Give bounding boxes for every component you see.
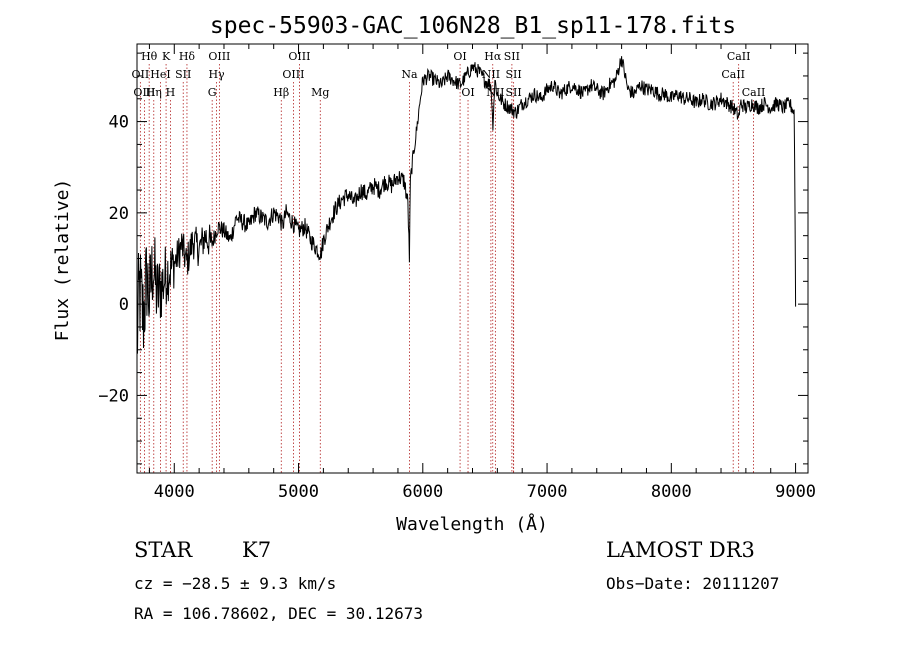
object-subclass: K7 [242,538,272,562]
line-id-label: Hβ [273,86,289,99]
observation-date: Obs−Date: 20111207 [606,574,780,593]
y-axis-label: Flux (relative) [52,179,73,342]
line-id-label: Mg [311,86,329,99]
y-tick-label: −20 [98,386,129,406]
line-id-label: Hθ [141,50,158,63]
x-tick-label: 4000 [154,482,195,502]
redshift-cz: cz = −28.5 ± 9.3 km/s [134,574,337,593]
line-id-label: K [162,50,171,63]
emission-line-markers [139,64,754,473]
line-id-label: OIII [133,86,155,99]
line-id-label: OI [453,50,466,63]
line-id-label: OII [131,68,149,81]
chart-title: spec-55903-GAC_106N28_B1_sp11-178.fits [210,13,736,39]
line-id-label: NII [482,68,500,81]
x-tick-label: 6000 [402,482,443,502]
line-id-label: SII [506,68,522,81]
line-id-label: SII [506,86,522,99]
coordinates: RA = 106.78602, DEC = 30.12673 [134,604,423,623]
line-id-label: OI [461,86,474,99]
line-id-label: OIII [282,68,304,81]
line-id-label: CaII [742,86,766,99]
line-id-label: CaII [727,50,751,63]
line-id-label: OIII [288,50,310,63]
line-id-label: H [166,86,176,99]
line-id-label: Na [401,68,418,81]
line-id-label: HeI [150,68,170,81]
line-id-label: CaII [721,68,745,81]
line-id-label: OIII [208,50,230,63]
y-tick-label: 0 [119,295,129,315]
line-id-label: SII [175,68,191,81]
line-id-label: SII [504,50,520,63]
x-axis-label: Wavelength (Å) [396,513,548,535]
y-tick-label: 20 [109,204,129,224]
line-id-label: Hγ [208,68,225,81]
line-id-label: Hη [146,86,162,99]
line-id-label: G [208,86,217,99]
object-class: STAR [134,538,193,562]
spectrum-series-line [136,56,797,354]
survey-name: LAMOST DR3 [606,538,755,562]
y-tick-label: 40 [109,113,129,133]
y-axis: −20 0 20 40 [98,52,808,465]
x-tick-label: 5000 [278,482,319,502]
line-id-label: Hδ [179,50,196,63]
line-id-label: Hα [484,50,502,63]
x-tick-label: 7000 [527,482,568,502]
x-tick-label: 9000 [775,482,816,502]
plot-frame [136,43,809,474]
x-axis: 4000 5000 6000 7000 8000 9000 [148,44,816,502]
x-tick-label: 8000 [651,482,692,502]
